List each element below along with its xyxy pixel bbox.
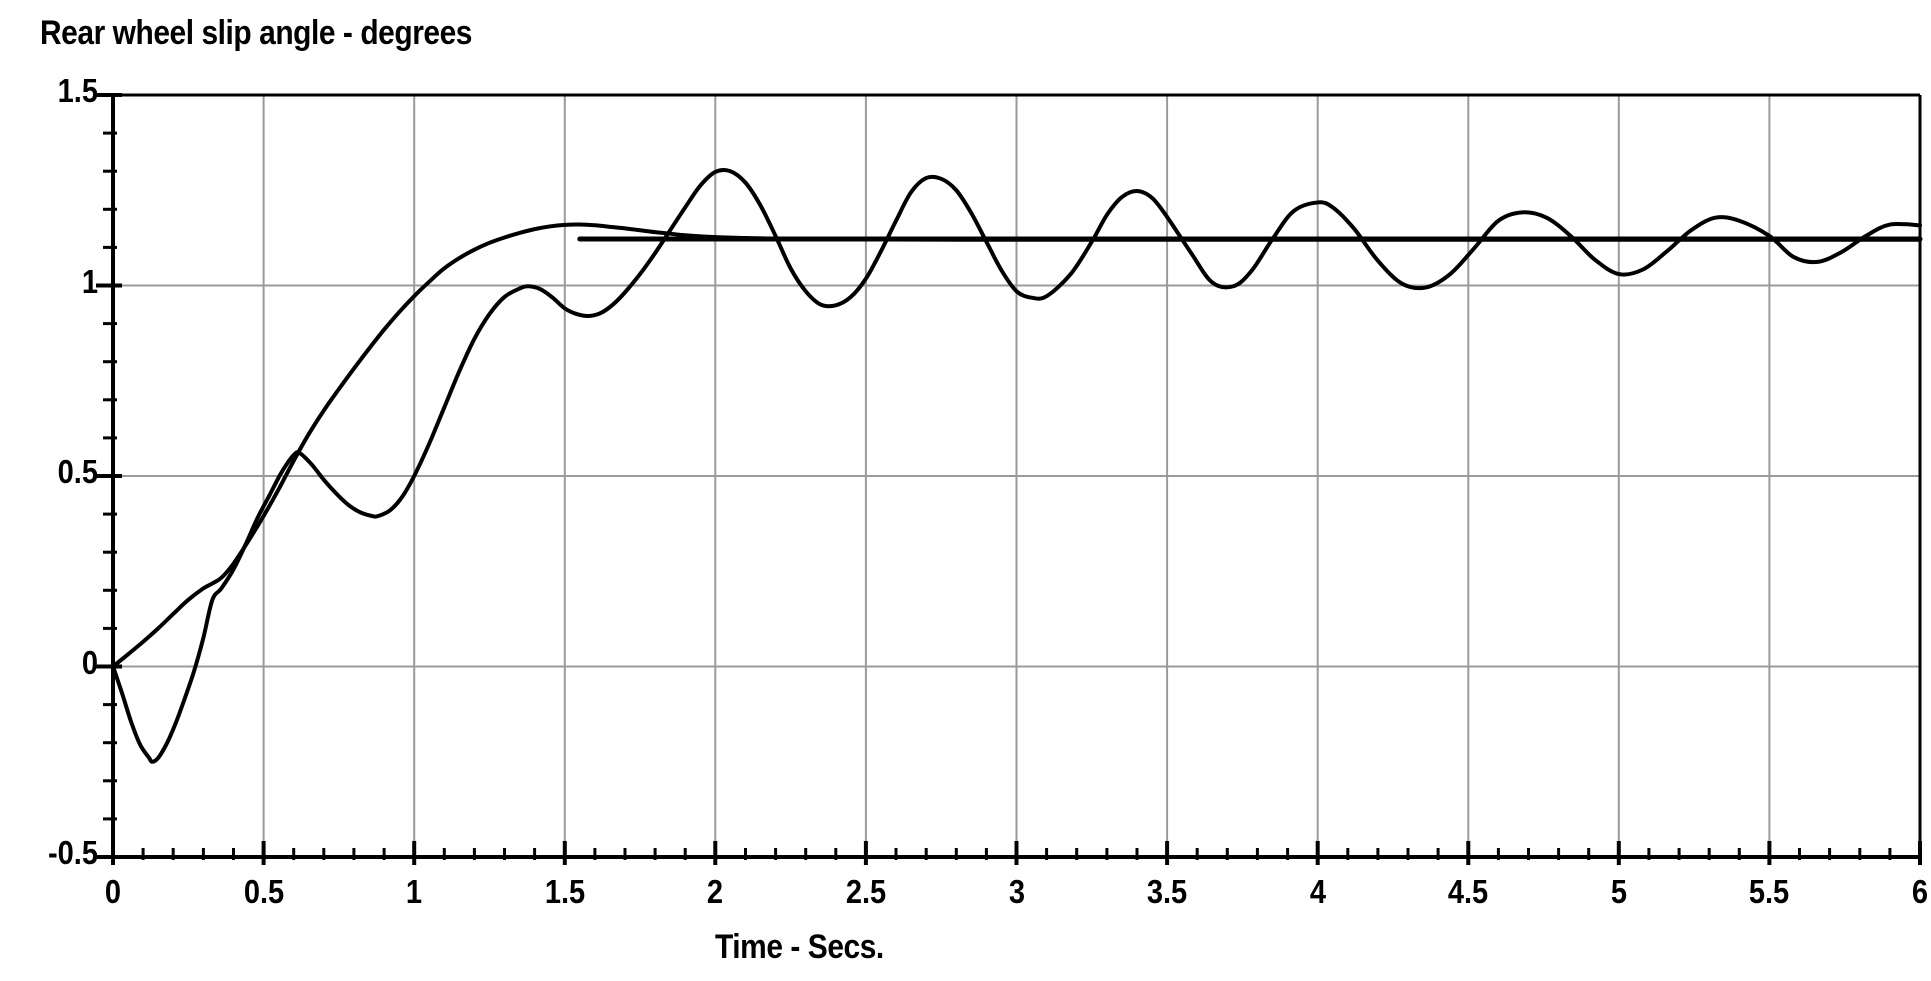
axes: [96, 93, 1922, 865]
x-tick-label: 3.5: [1146, 873, 1188, 910]
x-tick-label: 4.5: [1448, 873, 1489, 910]
x-axis-title: Time - Secs.: [715, 928, 884, 966]
x-tick-label: 6: [1911, 873, 1929, 910]
x-tick-label: 2: [707, 873, 724, 910]
x-tick-label: 5: [1610, 873, 1627, 910]
grid-lines: [113, 95, 1920, 857]
x-tick-label: 4: [1309, 873, 1326, 910]
series-line-oscillatory-response: [111, 168, 1922, 764]
y-tick-label: 0: [81, 643, 98, 681]
y-tick-label: 1: [81, 262, 98, 300]
chart-title: Rear wheel slip angle - degrees: [40, 14, 473, 52]
x-tick-label: 0.5: [243, 873, 284, 910]
x-tick-label: 5.5: [1749, 873, 1790, 910]
x-tick-label: 0: [104, 873, 122, 910]
x-tick-label: 2.5: [845, 873, 887, 910]
data-series: [111, 168, 1923, 764]
y-tick-label: -0.5: [47, 834, 98, 871]
x-tick-label: 3: [1008, 873, 1025, 910]
y-tick-label: 0.5: [57, 453, 98, 490]
y-tick-label: 1.5: [57, 72, 98, 109]
x-tick-label: 1: [406, 873, 423, 910]
x-tick-label: 1.5: [544, 873, 585, 910]
